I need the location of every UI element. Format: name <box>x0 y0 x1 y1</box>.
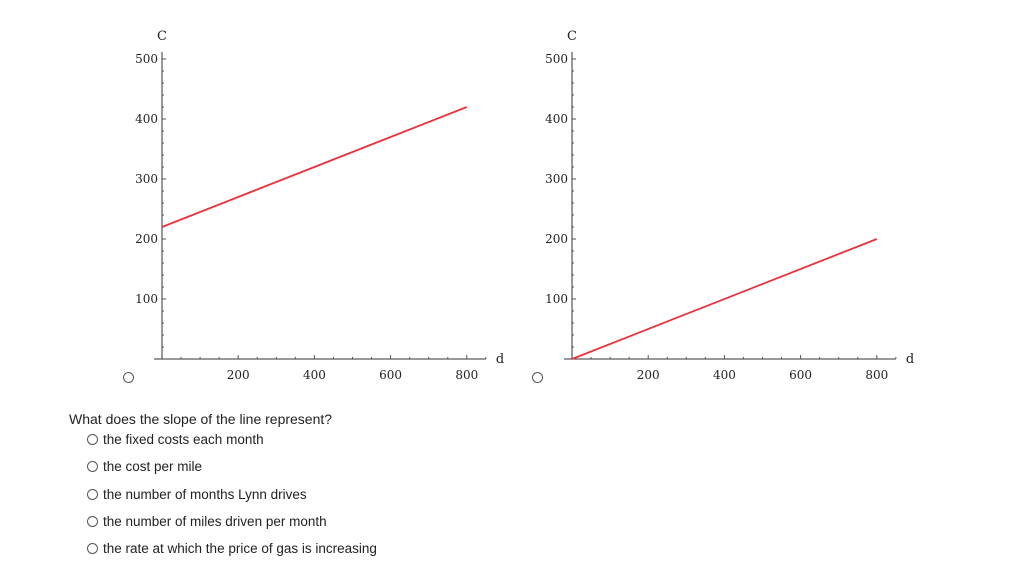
x-tick-label: 200 <box>227 368 250 382</box>
y-tick-label: 500 <box>545 52 568 66</box>
chart-2-plot: 200 400 600 800 100 200 300 400 500 Cd <box>545 29 914 382</box>
answer-option-label: the cost per mile <box>103 459 203 474</box>
y-tick-label: 200 <box>545 232 568 246</box>
y-tick-label: 300 <box>135 172 158 186</box>
answer-option-radio[interactable] <box>87 543 98 554</box>
answer-option-radio[interactable] <box>87 516 98 527</box>
y-tick-label: 100 <box>135 292 158 306</box>
answer-option-radio[interactable] <box>87 489 98 500</box>
x-tick-label: 600 <box>379 368 402 382</box>
graph-option-2-radio[interactable] <box>532 372 543 383</box>
answer-option-months-driven[interactable]: the number of months Lynn drives <box>87 487 307 503</box>
x-tick-label: 200 <box>637 368 660 382</box>
y-axis-label: C <box>157 29 167 44</box>
x-axis-label: d <box>906 352 914 367</box>
x-tick-label: 800 <box>865 368 888 382</box>
graph-option-1-radio[interactable] <box>123 372 134 383</box>
answer-option-label: the number of miles driven per month <box>103 514 327 529</box>
series-line <box>571 238 878 360</box>
x-tick-label: 600 <box>789 368 812 382</box>
y-tick-label: 200 <box>135 232 158 246</box>
answer-option-label: the fixed costs each month <box>103 432 264 447</box>
chart-1-plot: 200 400 600 800 100 200 300 400 500 Cd <box>135 29 504 382</box>
x-tick-label: 400 <box>713 368 736 382</box>
answer-option-gas-price-rate[interactable]: the rate at which the price of gas is in… <box>87 541 377 557</box>
question-text: What does the slope of the line represen… <box>69 411 333 427</box>
y-axis-label: C <box>567 29 577 44</box>
graph-option-2-chart: 200 400 600 800 100 200 300 400 500 Cd <box>545 29 914 382</box>
answer-option-fixed-costs[interactable]: the fixed costs each month <box>87 432 264 448</box>
answer-option-label: the number of months Lynn drives <box>103 487 307 502</box>
x-tick-label: 400 <box>303 368 326 382</box>
answer-option-cost-per-mile[interactable]: the cost per mile <box>87 459 202 475</box>
answer-option-radio[interactable] <box>87 434 98 445</box>
x-tick-label: 800 <box>455 368 478 382</box>
graph-option-1-chart: 200 400 600 800 100 200 300 400 500 Cd <box>135 29 504 382</box>
y-tick-label: 100 <box>545 292 568 306</box>
series-line <box>161 106 468 228</box>
answer-option-label: the rate at which the price of gas is in… <box>103 541 377 556</box>
y-tick-label: 400 <box>545 112 568 126</box>
answer-option-miles-per-month[interactable]: the number of miles driven per month <box>87 514 327 530</box>
y-tick-label: 500 <box>135 52 158 66</box>
answer-option-radio[interactable] <box>87 461 98 472</box>
y-tick-label: 400 <box>135 112 158 126</box>
x-axis-label: d <box>496 352 504 367</box>
y-tick-label: 300 <box>545 172 568 186</box>
